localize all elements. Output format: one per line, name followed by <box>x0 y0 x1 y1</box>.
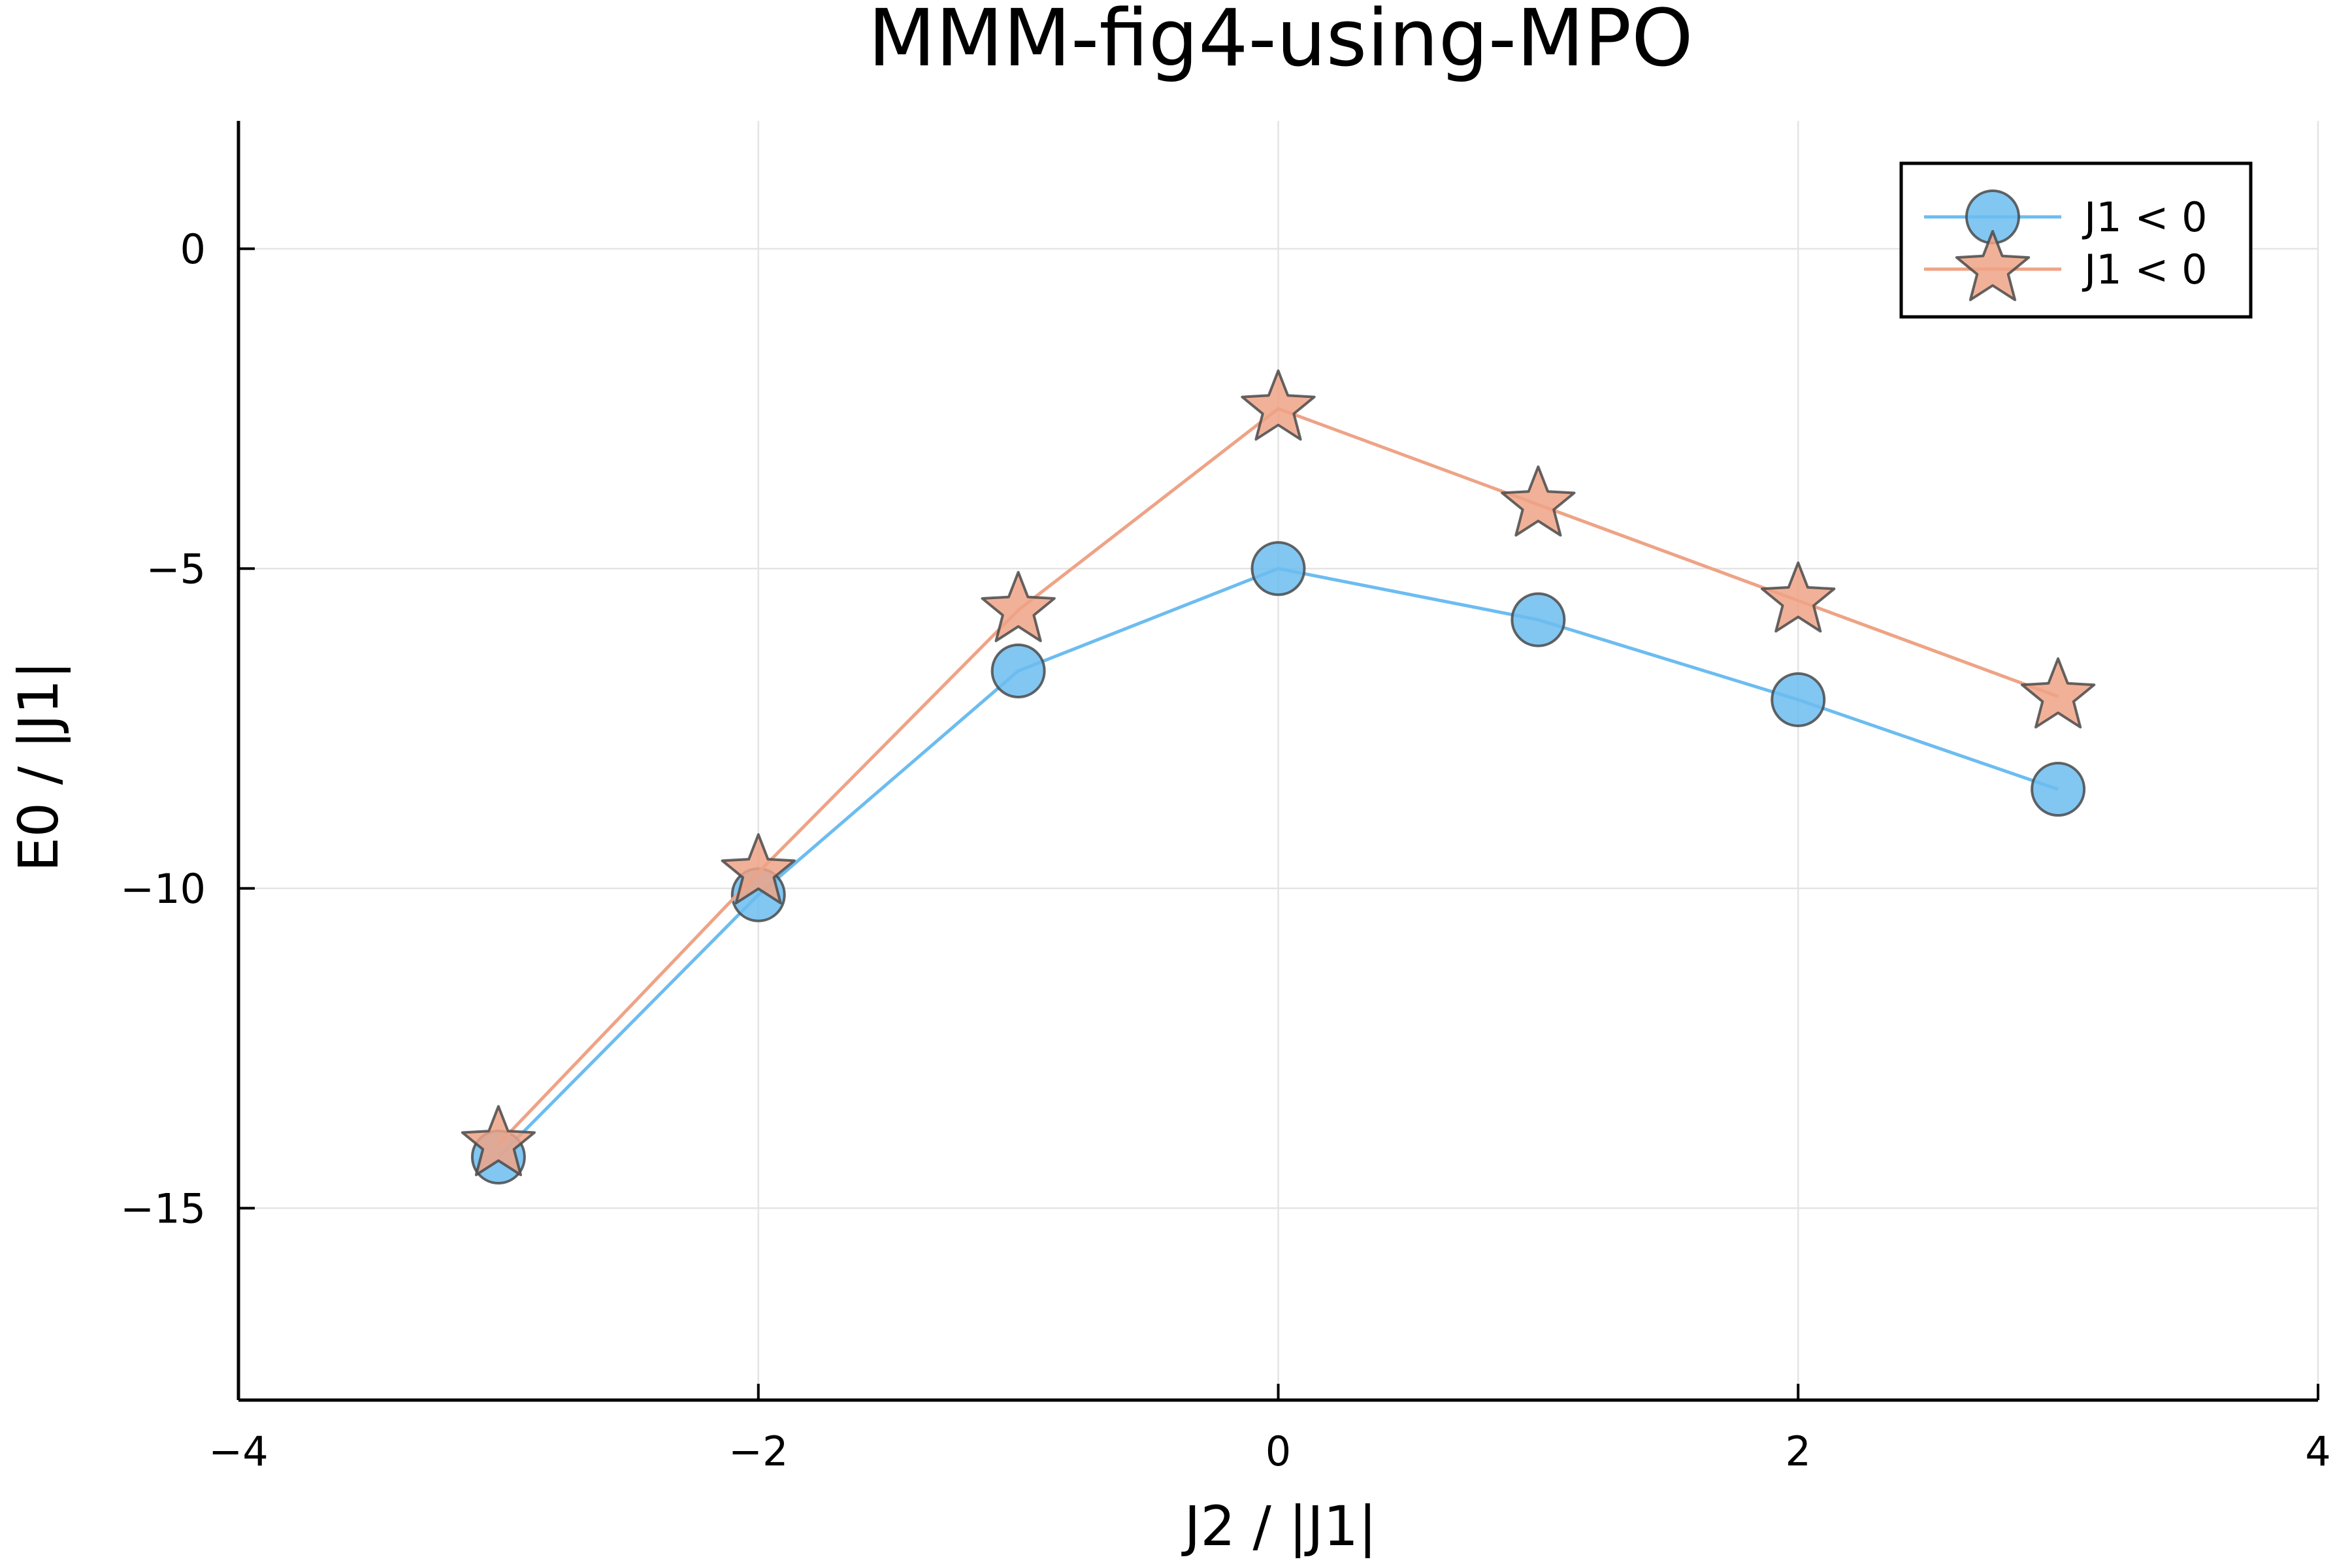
legend-box <box>1899 161 2253 319</box>
x-tick-label: −4 <box>208 1428 268 1475</box>
series-1-point <box>2031 762 2086 817</box>
legend-marker <box>1955 230 2031 301</box>
series-2-point <box>461 1105 536 1177</box>
chart-title: MMM-fig4-using-MPO <box>868 0 1693 84</box>
series-2-point <box>1761 561 1836 633</box>
series-2-point <box>2021 657 2096 728</box>
series-2 <box>461 369 2096 1177</box>
x-tick-label: 2 <box>1786 1428 1811 1475</box>
series-1-point <box>1250 541 1306 596</box>
y-tick-label: −10 <box>120 865 206 913</box>
y-axis-label: E0 / |J1| <box>7 661 71 872</box>
y-tick-label: −5 <box>146 545 206 593</box>
series-2-point <box>721 833 796 905</box>
x-axis-label: J2 / |J1| <box>1181 1494 1377 1558</box>
legend-label: J1 < 0 <box>2082 193 2208 241</box>
x-tick-label: 4 <box>2305 1428 2330 1475</box>
x-tick-label: −2 <box>728 1428 788 1475</box>
y-tick-label: −15 <box>120 1184 206 1232</box>
series-2-point <box>981 570 1056 642</box>
x-tick-label: 0 <box>1266 1428 1291 1475</box>
series-2-point <box>1241 369 1316 441</box>
y-tick-label: 0 <box>180 225 206 273</box>
series <box>461 369 2096 1184</box>
series-1-point <box>1771 672 1826 727</box>
series-1-point <box>1511 592 1566 647</box>
legend: J1 < 0 J1 < 0 <box>1899 161 2253 319</box>
legend-label: J1 < 0 <box>2082 246 2208 293</box>
series-2-point <box>1501 465 1576 537</box>
series-1-point <box>990 643 1046 698</box>
axes: −4 −2 0 2 4 0 −5 −10 −15 <box>120 121 2331 1475</box>
